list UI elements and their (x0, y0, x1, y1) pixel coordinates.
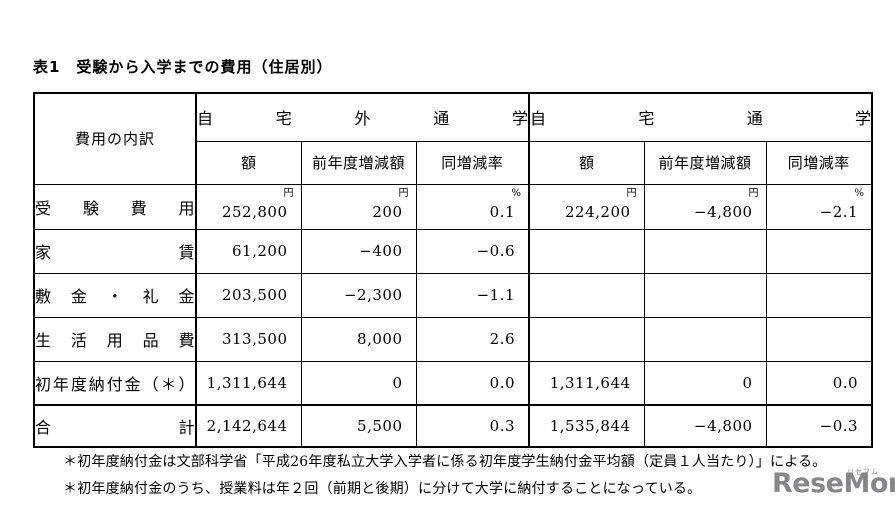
unit-label: 円 (398, 187, 409, 199)
cell-amount-home: 円 224,200 (528, 183, 645, 230)
cell-change-home: 0 (643, 360, 767, 406)
cell-rate-home (765, 272, 873, 318)
cell-rate-away: 2.6 (415, 316, 530, 362)
cell-change-home (643, 228, 767, 274)
cell-amount-away: 203,500 (195, 272, 302, 318)
logo-wordmark: ReseMom. (772, 468, 895, 499)
table-header-row-groups: 費用の内訳 自 宅 外 通 学 自 宅 通 学 (33, 92, 873, 185)
cell-change-home: 円 −4,800 (643, 183, 767, 230)
table-row-rent: 家 賃 61,200 −400 −0.6 (33, 228, 873, 274)
row-label: 初年度納付金（＊） (33, 360, 197, 406)
cell-change-away: 5,500 (300, 404, 417, 448)
cell-rate-home: % −2.1 (765, 183, 873, 230)
table-row-total: 合 計 2,142,644 5,500 0.3 1,535,844 −4,800… (33, 404, 873, 448)
col-header-rate-home: 同増減率 (765, 140, 873, 185)
table-row-deposit-keymoney: 敷 金 ・ 礼 金 203,500 −2,300 −1.1 (33, 272, 873, 318)
row-label: 合 計 (33, 404, 197, 448)
col-header-change-away: 前年度増減額 (300, 140, 417, 185)
cell-amount-home (528, 316, 645, 362)
cell-change-home: −4,800 (643, 404, 767, 448)
cell-amount-away: 円 252,800 (195, 183, 302, 230)
cell-rate-home (765, 316, 873, 362)
cell-rate-home: 0.0 (765, 360, 873, 406)
col-header-amount-home: 額 (528, 140, 645, 185)
unit-label: 円 (283, 187, 294, 199)
row-label: 生 活 用 品 費 (33, 316, 197, 362)
cell-amount-away: 61,200 (195, 228, 302, 274)
corner-header: 費用の内訳 (33, 92, 197, 185)
group-header-at-home: 自 宅 通 学 (528, 92, 873, 142)
resemom-logo: リセマム ReseMom. (772, 467, 895, 503)
col-header-rate-away: 同増減率 (415, 140, 530, 185)
cell-rate-away: 0.3 (415, 404, 530, 448)
table-row-first-year-payment: 初年度納付金（＊） 1,311,644 0 0.0 1,311,644 0 0.… (33, 360, 873, 406)
unit-label: 円 (626, 187, 637, 199)
cell-change-away: 8,000 (300, 316, 417, 362)
col-header-change-home: 前年度増減額 (643, 140, 767, 185)
logo-ruby-text: リセマム (847, 468, 879, 476)
cell-change-away: 0 (300, 360, 417, 406)
cell-rate-away: 0.0 (415, 360, 530, 406)
cell-change-home (643, 272, 767, 318)
cell-rate-away: −1.1 (415, 272, 530, 318)
cell-change-away: −2,300 (300, 272, 417, 318)
footnote-payment-terms: ＊初年度納付金のうち、授業料は年２回（前期と後期）に分けて大学に納付することにな… (63, 481, 702, 497)
footnote-source: ＊初年度納付金は文部科学省「平成26年度私立大学入学者に係る初年度学生納付金平均… (63, 454, 827, 470)
cell-rate-away: −0.6 (415, 228, 530, 274)
cell-amount-home (528, 272, 645, 318)
cost-table: 費用の内訳 自 宅 外 通 学 自 宅 通 学 額 前年度増減額 同増減率 額 … (33, 92, 874, 448)
row-label: 受 験 費 用 (33, 183, 197, 230)
col-header-amount-away: 額 (195, 140, 302, 185)
cell-change-away: 円 200 (300, 183, 417, 230)
row-label: 家 賃 (33, 228, 197, 274)
table-row-daily-goods: 生 活 用 品 費 313,500 8,000 2.6 (33, 316, 873, 362)
unit-label: % (511, 187, 522, 199)
cell-rate-home (765, 228, 873, 274)
cell-amount-home: 1,535,844 (528, 404, 645, 448)
cell-amount-away: 313,500 (195, 316, 302, 362)
unit-label: 円 (748, 187, 759, 199)
table-row-exam-costs: 受 験 費 用 円 252,800 円 200 % 0.1 円 224,200 … (33, 183, 873, 230)
cell-rate-home: −0.3 (765, 404, 873, 448)
page-title: 表1 受験から入学までの費用（住居別） (33, 58, 333, 76)
table-header-row-columns: 額 前年度増減額 同増減率 額 前年度増減額 同増減率 (34, 140, 873, 185)
cell-amount-home: 1,311,644 (528, 360, 645, 406)
cell-amount-away: 1,311,644 (195, 360, 302, 406)
group-header-away-from-home: 自 宅 外 通 学 (195, 92, 530, 142)
cell-rate-away: % 0.1 (415, 183, 530, 230)
cell-change-away: −400 (300, 228, 417, 274)
cell-change-home (643, 316, 767, 362)
row-label: 敷 金 ・ 礼 金 (33, 272, 197, 318)
cell-amount-away: 2,142,644 (195, 404, 302, 448)
cell-amount-home (528, 228, 645, 274)
unit-label: % (854, 187, 865, 199)
